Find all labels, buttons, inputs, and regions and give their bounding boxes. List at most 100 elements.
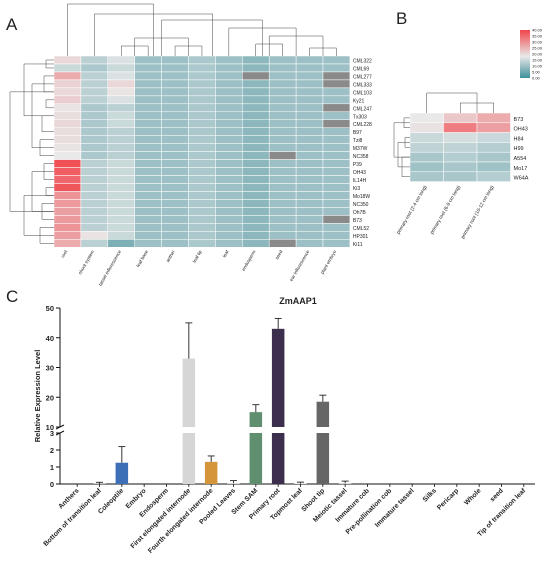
heatmap-b-cell (410, 172, 444, 182)
heatmap-b-column-label: primary root (6-8 cm long) (429, 184, 462, 235)
heatmap-a-cell (81, 160, 108, 168)
heatmap-b-row-label: A554 (514, 156, 527, 162)
heatmap-a-cell (135, 112, 162, 120)
x-tick-label: Immature tassel (374, 487, 416, 529)
heatmap-a-cell (269, 239, 296, 247)
colorbar-tick-label: 10.00 (532, 64, 543, 69)
heatmap-a-cell (242, 223, 269, 231)
heatmap-a-cell (296, 199, 323, 207)
bar (250, 433, 263, 484)
heatmap-a-cell (54, 120, 81, 128)
heatmap-a-cell (242, 215, 269, 223)
heatmap-a-row-label: OH43 (353, 170, 366, 176)
heatmap-a-cell (54, 231, 81, 239)
heatmap-a-cell (108, 191, 135, 199)
heatmap-a-cell (215, 223, 242, 231)
heatmap-a-cell (162, 207, 189, 215)
heatmap-a-cell (135, 80, 162, 88)
heatmap-a-cell (54, 191, 81, 199)
heatmap-a-row-label: Ki11 (353, 242, 363, 248)
heatmap-a-cell (162, 239, 189, 247)
heatmap-a-cell (54, 64, 81, 72)
heatmap-a-row-label: NC358 (353, 154, 369, 160)
heatmap-a-cell (162, 223, 189, 231)
heatmap-a-cell (162, 88, 189, 96)
heatmap-b-cell (477, 142, 511, 152)
heatmap-a-cell (81, 215, 108, 223)
panel-label-a: A (6, 15, 18, 34)
heatmap-a-cell (323, 215, 350, 223)
dendrogram-branch (398, 142, 410, 167)
heatmap-a-row-label: CML322 (353, 58, 372, 64)
heatmap-a-cell (81, 56, 108, 64)
heatmap-a-cell (162, 96, 189, 104)
heatmap-a-cell (269, 191, 296, 199)
heatmap-a-cell (135, 239, 162, 247)
heatmap-a-cell (162, 136, 189, 144)
heatmap-a-cell (296, 96, 323, 104)
heatmap-a-cell (189, 160, 216, 168)
heatmap-b-cell (444, 123, 478, 133)
heatmap-a-cell (81, 184, 108, 192)
heatmap-a-cell (189, 56, 216, 64)
heatmap-a-cell (215, 104, 242, 112)
heatmap-a-cell (269, 96, 296, 104)
heatmap-a-cell (108, 72, 135, 80)
heatmap-a-cell (81, 199, 108, 207)
heatmap-a-cell (189, 112, 216, 120)
heatmap-a-cell (215, 176, 242, 184)
bar (272, 329, 285, 427)
heatmap-a-cell (135, 56, 162, 64)
dendrogram-branch (46, 188, 54, 196)
heatmap-b-cell (477, 152, 511, 162)
heatmap-a-row-label: M37W (353, 146, 368, 152)
heatmap-a-cell (54, 239, 81, 247)
heatmap-a-cell (108, 64, 135, 72)
heatmap-a-cell (54, 144, 81, 152)
heatmap-a-cell (189, 96, 216, 104)
heatmap-a-row-label: NC350 (353, 202, 369, 208)
heatmap-b-row-label: H99 (514, 146, 524, 152)
colorbar-tick-label: 25.00 (532, 46, 543, 51)
heatmap-a-cell (296, 120, 323, 128)
colorbar-tick-label: 35.00 (532, 34, 543, 39)
heatmap-a-cell (189, 176, 216, 184)
x-tick-label: Whole (463, 487, 483, 507)
heatmap-a-cell (189, 128, 216, 136)
heatmap-a-cell (323, 112, 350, 120)
y-tick-label: 1 (50, 463, 54, 472)
heatmap-a-cell (54, 80, 81, 88)
heatmap-a-cell (296, 239, 323, 247)
heatmap-a-row-label: B73 (353, 218, 362, 224)
heatmap-a-cell (215, 160, 242, 168)
heatmap-a-cell (269, 231, 296, 239)
heatmap-a-cell (215, 56, 242, 64)
heatmap-a-cell (242, 168, 269, 176)
heatmap-a-cell (54, 112, 81, 120)
bar (205, 462, 218, 484)
heatmap-a-cell (81, 72, 108, 80)
heatmap-a-cell (189, 120, 216, 128)
heatmap-a-cell (242, 191, 269, 199)
heatmap-a-cell (242, 160, 269, 168)
heatmap-a-cell (242, 56, 269, 64)
heatmap-a-row-label: IL14H (353, 178, 367, 184)
heatmap-a-cell (296, 104, 323, 112)
heatmap-a-row-label: Oh7B (353, 210, 366, 216)
heatmap-a-cell (54, 136, 81, 144)
heatmap-a: CML322CML69CML277CML333CML103Ky21CML247T… (54, 56, 372, 287)
heatmap-a-cell (162, 176, 189, 184)
heatmap-b-row-label: B73 (514, 117, 524, 123)
heatmap-a-cell (81, 191, 108, 199)
heatmap-a-cell (215, 152, 242, 160)
heatmap-a-cell (269, 144, 296, 152)
heatmap-a-cell (269, 184, 296, 192)
heatmap-a-cell (189, 72, 216, 80)
heatmap-a-row-label: Tzi8 (353, 138, 363, 144)
heatmap-a-cell (215, 120, 242, 128)
heatmap-a-cell (108, 160, 135, 168)
heatmap-a-cell (108, 56, 135, 64)
heatmap-a-cell (108, 80, 135, 88)
heatmap-a-cell (242, 128, 269, 136)
